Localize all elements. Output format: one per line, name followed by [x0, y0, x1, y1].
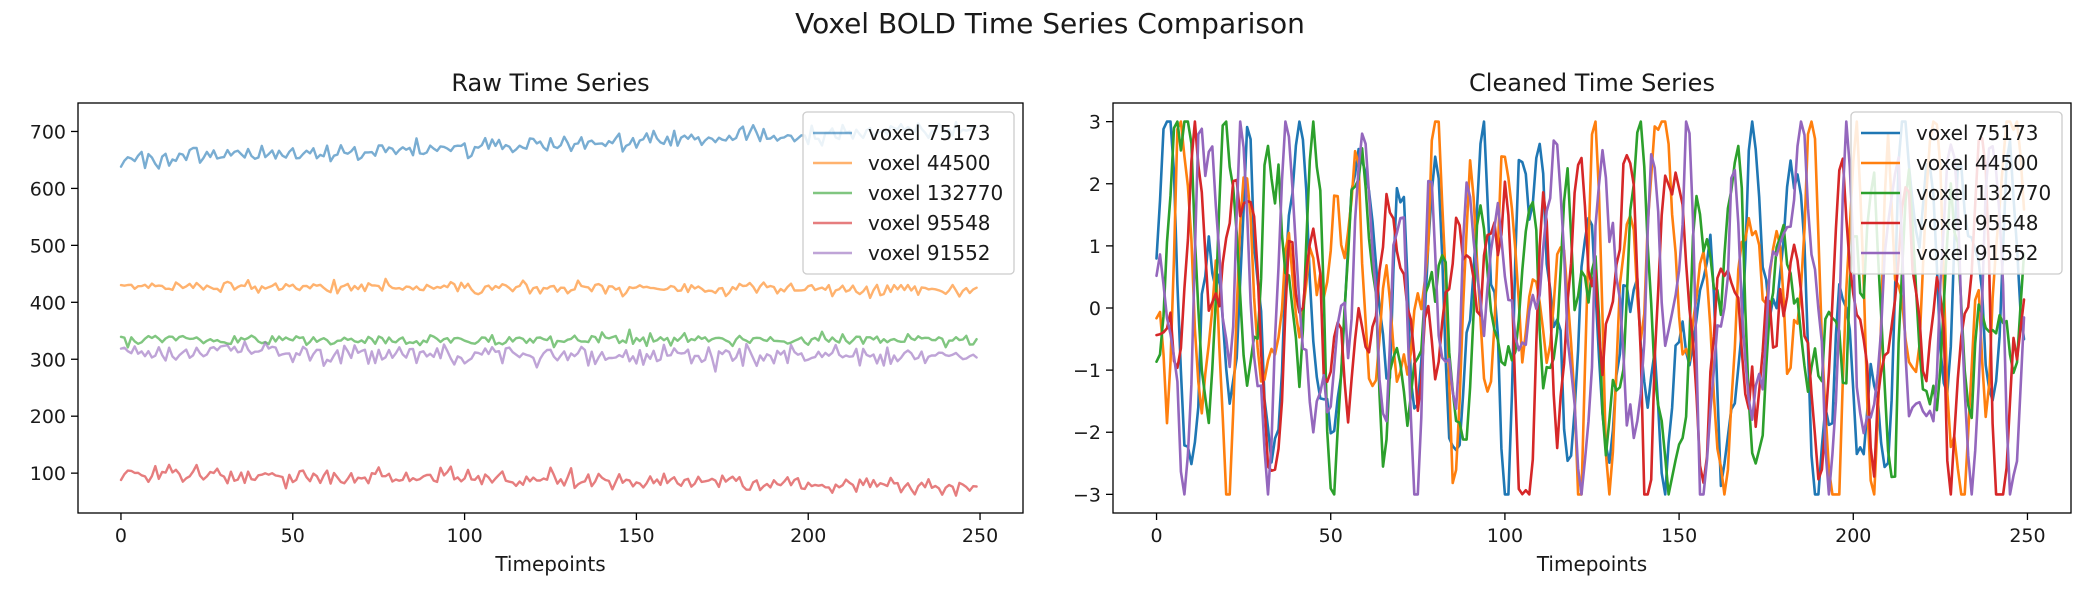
- legend-box: [1850, 111, 2063, 275]
- legend-label: voxel 132770: [1916, 181, 2051, 205]
- series-line-voxel-91552: [1155, 120, 2026, 496]
- series-line-voxel-91552: [119, 340, 978, 373]
- x-tick-label: 100: [1487, 525, 1523, 547]
- y-tick-label: 300: [30, 349, 66, 371]
- y-tick-label: 200: [30, 406, 66, 428]
- x-tick-label: 0: [115, 525, 127, 547]
- y-tick-label: −1: [1073, 360, 1101, 382]
- axes-frame: [77, 102, 1024, 514]
- legend: voxel 75173 voxel 44500 voxel 132770 voxel …: [1850, 111, 2063, 275]
- x-tick-label: 50: [1319, 525, 1343, 547]
- cleaned-time-series-panel: Cleaned Time Series 0 50 100 150 200 250 −3 −2 −1…: [1073, 69, 2072, 576]
- legend-label: voxel 132770: [868, 181, 1003, 205]
- legend-label: voxel 44500: [1916, 151, 2039, 175]
- legend-label: voxel 75173: [1916, 121, 2039, 145]
- series-lines: [1155, 120, 2026, 496]
- legend-label: voxel 91552: [868, 241, 991, 265]
- series-line-voxel-95548: [119, 463, 978, 497]
- panel-title: Cleaned Time Series: [1469, 69, 1715, 97]
- legend-label: voxel 95548: [868, 211, 991, 235]
- legend-box: [802, 111, 1015, 275]
- x-tick-label: 50: [281, 525, 305, 547]
- x-tick-label: 200: [1835, 525, 1871, 547]
- panel-title: Raw Time Series: [451, 69, 649, 97]
- raw-time-series-panel: Raw Time Series 0 50 100 150 200 250 100 200 300 4…: [30, 69, 1024, 576]
- y-tick-label: 700: [30, 121, 66, 143]
- y-tick-label: 0: [1089, 298, 1101, 320]
- x-tick-label: 250: [2009, 525, 2045, 547]
- x-tick-label: 100: [446, 525, 482, 547]
- x-tick-label: 150: [1661, 525, 1697, 547]
- y-tick-label: 600: [30, 178, 66, 200]
- y-tick-label: 400: [30, 292, 66, 314]
- legend: voxel 75173 voxel 44500 voxel 132770 voxel …: [802, 111, 1015, 275]
- x-tick-label: 250: [962, 525, 998, 547]
- figure-title: Voxel BOLD Time Series Comparison: [795, 7, 1305, 40]
- legend-label: voxel 95548: [1916, 211, 2039, 235]
- x-axis-label: Timepoints: [1536, 552, 1647, 576]
- legend-label: voxel 75173: [868, 121, 991, 145]
- y-tick-label: 2: [1089, 174, 1101, 196]
- y-tick-label: 500: [30, 235, 66, 257]
- x-tick-label: 0: [1150, 525, 1162, 547]
- y-tick-label: 1: [1089, 236, 1101, 258]
- y-tick-label: 100: [30, 463, 66, 485]
- y-tick-label: −3: [1073, 484, 1101, 506]
- y-tick-label: −2: [1073, 422, 1101, 444]
- x-tick-label: 150: [618, 525, 654, 547]
- x-tick-label: 200: [790, 525, 826, 547]
- legend-label: voxel 91552: [1916, 241, 2039, 265]
- series-line-voxel-132770: [1155, 120, 2026, 496]
- x-axis-label: Timepoints: [494, 552, 605, 576]
- series-line-voxel-132770: [119, 328, 978, 349]
- y-tick-label: 3: [1089, 112, 1101, 134]
- legend-label: voxel 44500: [868, 151, 991, 175]
- series-line-voxel-44500: [119, 277, 978, 300]
